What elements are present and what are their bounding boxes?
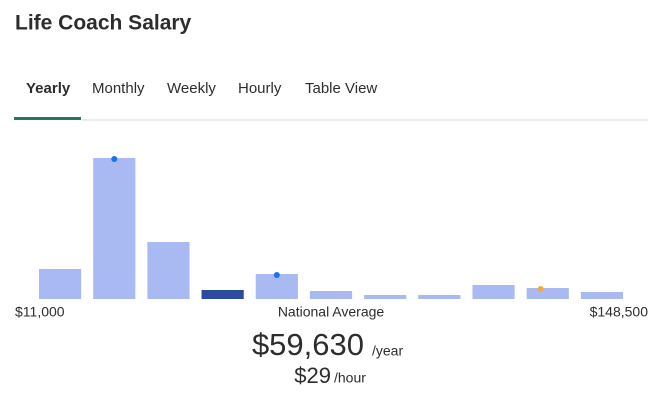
bar [147,242,190,299]
yearly-salary: $59,630 [252,327,364,362]
bar [201,290,244,299]
tabs: Yearly Monthly Weekly Hourly Table View [26,80,377,97]
bar [309,291,353,299]
hourly-salary: $29 [294,363,331,388]
bar [255,274,298,299]
bar [580,292,623,299]
histogram: $11,000 $148,500 [15,156,648,320]
tab[interactable]: Monthly [92,80,145,97]
x-tick-label: $148,500 [590,304,649,320]
bar [364,295,407,299]
marker-dot [273,272,280,278]
marker-dot [111,156,118,162]
average-label: National Average [278,304,385,320]
bar [526,288,569,299]
hourly-unit: /hour [334,370,366,386]
active-tab-underline [14,117,81,120]
x-tick-label: $11,000 [15,304,65,320]
tab[interactable]: Hourly [238,80,282,97]
marker-dot [537,286,544,292]
tab[interactable]: Yearly [26,80,71,97]
yearly-unit: /year [372,343,403,359]
title: Life Coach Salary [15,12,192,35]
bar [418,295,461,299]
tab[interactable]: Weekly [167,80,216,97]
tab[interactable]: Table View [305,80,377,97]
bar [472,285,515,299]
bar [39,269,82,299]
bar [93,158,136,299]
